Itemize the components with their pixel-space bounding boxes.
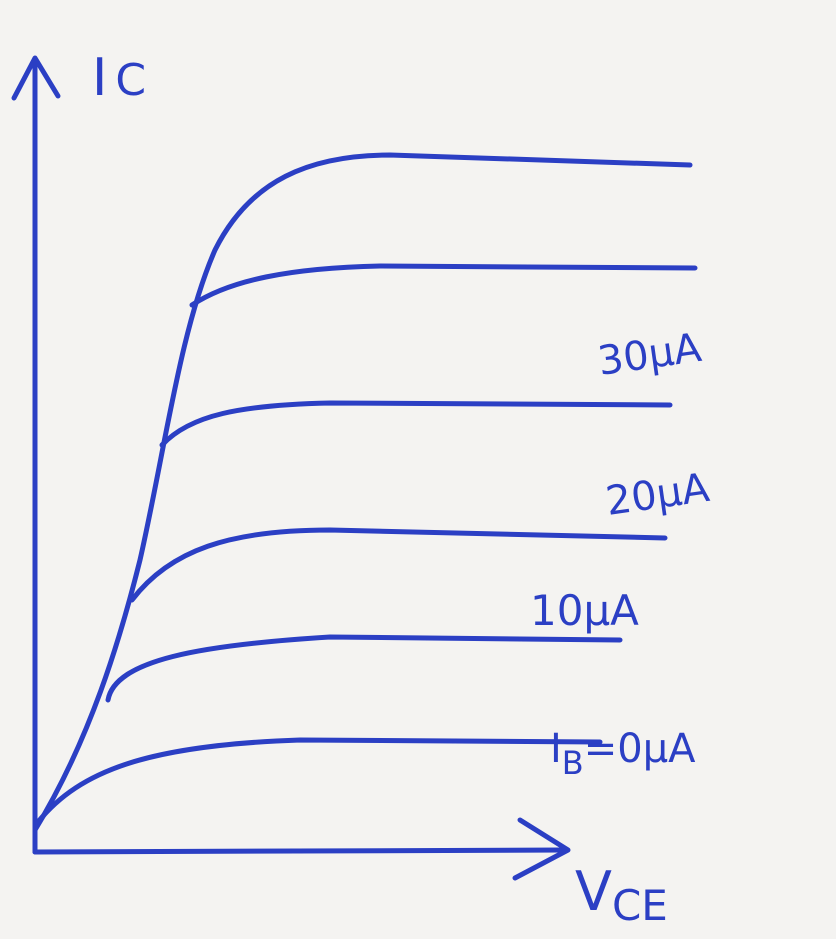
- curve-label: IB=0μA: [550, 726, 696, 782]
- curve-label: 10μA: [530, 586, 639, 635]
- curve: [105, 634, 623, 703]
- label-part: =0μA: [584, 726, 696, 772]
- x-axis-label: VCE: [575, 860, 668, 930]
- curve: [189, 263, 698, 308]
- y-axis-arrow: [11, 55, 61, 101]
- label-part: I: [92, 48, 107, 108]
- label-part: CE: [612, 881, 668, 930]
- x-axis-arrow: [512, 817, 571, 881]
- curve: [129, 527, 668, 603]
- label-part: I: [550, 726, 562, 772]
- x-axis: [32, 847, 568, 855]
- curve: [159, 400, 673, 448]
- label-part: V: [575, 860, 612, 923]
- curve: [35, 737, 603, 825]
- label-part: B: [562, 744, 584, 782]
- label-part: C: [115, 55, 146, 106]
- envelope-curve: [32, 152, 693, 833]
